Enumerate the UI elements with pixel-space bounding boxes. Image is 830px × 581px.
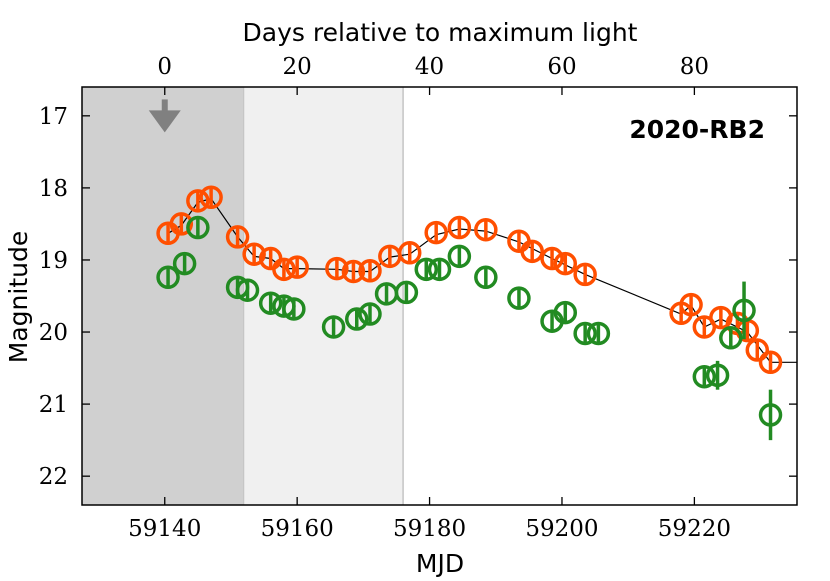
y-tick-label: 21 <box>39 392 68 418</box>
green-point <box>586 321 611 346</box>
orange-point <box>285 255 309 279</box>
upper-limit-arrow-shaft <box>161 99 168 112</box>
axes: 59140 59160 59180 59200 59220 17 18 19 20 21 22 0 20… <box>39 54 798 542</box>
orange-point <box>186 189 210 213</box>
orange-point <box>520 239 544 264</box>
green-point <box>282 297 306 321</box>
top-tick-label: 80 <box>680 54 709 80</box>
x-tick-label: 59220 <box>658 516 731 542</box>
x-tick-label: 59180 <box>393 516 466 542</box>
y-tick-label: 18 <box>39 176 68 202</box>
plot-frame <box>81 86 798 506</box>
green-point <box>474 265 498 290</box>
x-tick-label: 59160 <box>261 516 334 542</box>
green-point <box>321 315 346 339</box>
shaded-region-1 <box>82 87 245 505</box>
orange-point <box>325 256 349 281</box>
orange-point <box>573 262 597 287</box>
orange-point <box>424 220 448 245</box>
green-point <box>186 215 210 240</box>
y-axis-title: Magnitude <box>4 231 33 363</box>
top-tick-label: 60 <box>547 54 576 80</box>
orange-point <box>242 242 266 266</box>
orange-point <box>169 212 194 236</box>
x-axis-title: MJD <box>416 549 464 578</box>
orange-point <box>679 292 703 317</box>
shaded-region-2 <box>244 87 404 505</box>
y-tick-label: 22 <box>39 464 68 490</box>
green-point <box>705 363 730 388</box>
orange-point <box>758 350 783 375</box>
orange-point <box>341 259 366 284</box>
upper-limit-arrow-icon <box>148 110 181 133</box>
y-tick-label: 17 <box>39 104 68 130</box>
orange-point <box>358 259 382 283</box>
green-point <box>358 302 382 326</box>
green-point <box>732 298 756 323</box>
green-point <box>172 251 197 276</box>
green-point <box>344 307 369 331</box>
orange-point <box>540 246 564 271</box>
top-tick-label: 20 <box>283 54 312 80</box>
top-tick-label: 0 <box>157 54 172 80</box>
orange-series <box>156 185 783 375</box>
orange-point <box>397 241 422 265</box>
green-point <box>553 300 578 325</box>
object-name-label: 2020-RB2 <box>629 115 765 144</box>
green-point <box>156 265 180 290</box>
green-point <box>719 326 743 350</box>
orange-point <box>225 225 250 249</box>
green-point <box>507 286 531 310</box>
green-point <box>258 291 283 315</box>
green-point <box>692 364 717 389</box>
orange-point <box>272 257 296 282</box>
top-tick-label: 40 <box>415 54 444 80</box>
green-point <box>414 257 439 282</box>
x-tick-label: 59140 <box>128 516 201 542</box>
green-point <box>758 403 783 427</box>
green-series <box>156 215 783 441</box>
upper-limits <box>148 99 181 133</box>
x-tick-label: 59200 <box>525 516 598 542</box>
y-tick-label: 19 <box>39 248 68 274</box>
green-point <box>394 280 419 305</box>
orange-point <box>199 185 223 210</box>
green-point <box>427 257 452 282</box>
orange-point <box>553 251 578 276</box>
green-point <box>573 321 597 346</box>
y-tick-label: 20 <box>39 320 68 346</box>
green-point <box>447 244 472 269</box>
top-axis-title: Days relative to maximum light <box>243 18 638 47</box>
orange-point <box>745 338 770 362</box>
orange-point <box>447 215 472 240</box>
green-point <box>235 278 260 302</box>
orange-point <box>474 217 498 242</box>
